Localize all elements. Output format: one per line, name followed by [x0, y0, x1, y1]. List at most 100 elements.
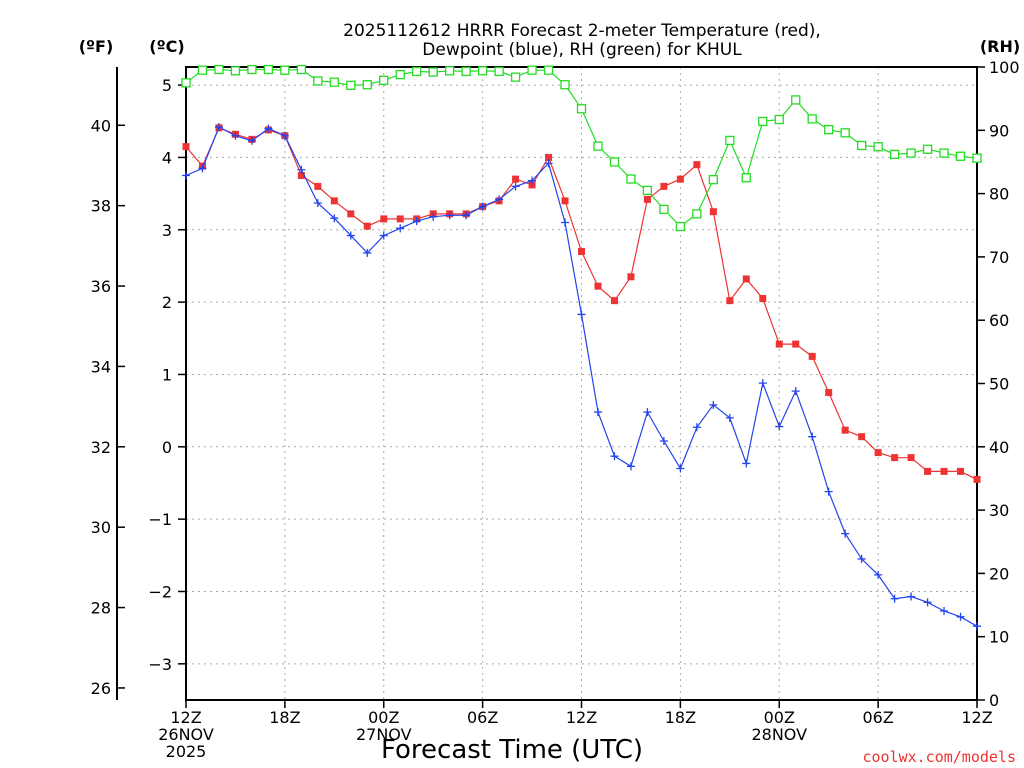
axis-ticks: −3−2−10123452628303234363840010203040506…	[91, 58, 1020, 761]
rh-point	[791, 95, 801, 105]
rh-point	[247, 64, 257, 75]
dewpoint-point	[692, 423, 701, 432]
rh-point	[461, 66, 471, 77]
rh-point	[609, 157, 620, 167]
temperature-point	[759, 294, 767, 302]
temperature-point	[775, 340, 783, 348]
dewpoint-point	[973, 622, 981, 631]
rh-point	[889, 149, 900, 160]
dewpoint-point	[824, 487, 833, 496]
dewpoint-point	[544, 159, 553, 168]
rh-point	[527, 65, 537, 75]
temperature-point	[693, 161, 701, 169]
celsius-tick-label: 3	[162, 221, 172, 240]
temperature-point	[957, 467, 965, 475]
rh-point	[774, 114, 784, 125]
dewpoint-point	[808, 432, 817, 441]
rh-point	[379, 75, 389, 85]
credit-text: coolwx.com/models	[862, 748, 1016, 766]
rh-point	[741, 173, 751, 183]
dewpoint-point	[791, 387, 800, 396]
temperature-point	[330, 197, 338, 205]
rh-tick-label: 10	[989, 628, 1009, 647]
dewpoint-point	[742, 459, 751, 468]
temperature-point	[528, 181, 536, 189]
dewpoint-point	[182, 171, 190, 180]
celsius-tick-label: 5	[162, 76, 172, 95]
grid-lines	[186, 67, 977, 700]
rh-point	[708, 175, 718, 185]
temperature-point	[825, 389, 833, 397]
temperature-point	[907, 454, 915, 462]
rh-point	[642, 185, 653, 196]
fahrenheit-tick-label: 36	[91, 277, 111, 296]
dewpoint-point	[429, 212, 438, 221]
rh-tick-label: 60	[989, 311, 1009, 330]
rh-tick-label: 20	[989, 564, 1009, 583]
dewpoint-point	[346, 231, 355, 240]
dewpoint-point	[214, 123, 223, 132]
dewpoint-point	[478, 202, 487, 211]
rh-point	[675, 221, 686, 232]
rh-point	[197, 65, 208, 75]
rh-point	[906, 148, 916, 158]
fahrenheit-tick-label: 28	[91, 599, 111, 618]
rh-tick-label: 30	[989, 501, 1009, 520]
rh-tick-label: 100	[989, 58, 1020, 77]
series-line-temperature	[185, 127, 978, 480]
rh-point	[329, 77, 339, 87]
rh-point	[494, 66, 504, 77]
dewpoint-point	[940, 607, 949, 616]
rh-point	[576, 104, 587, 114]
temperature-point	[726, 297, 734, 305]
dewpoint-point	[577, 310, 586, 319]
temperature-point	[808, 352, 816, 360]
temperature-point	[512, 175, 520, 183]
temperature-point	[973, 475, 981, 483]
rh-point	[346, 80, 356, 91]
chart-title-line1: 2025112612 HRRR Forecast 2-meter Tempera…	[343, 21, 821, 41]
dewpoint-point	[247, 136, 256, 145]
x-axis-label: Forecast Time (UTC)	[381, 735, 643, 765]
dewpoint-point	[462, 211, 471, 220]
rh-point	[214, 64, 224, 75]
series-line-dewpoint	[185, 126, 978, 627]
rh-point	[922, 144, 933, 154]
temperature-point	[841, 426, 849, 434]
rh-point	[939, 148, 949, 158]
rh-point	[263, 64, 274, 75]
dewpoint-point	[445, 211, 454, 220]
dewpoint-point	[396, 224, 405, 233]
dewpoint-point	[610, 452, 619, 461]
rh-point	[626, 174, 636, 184]
rh-point	[659, 204, 669, 215]
fahrenheit-tick-label: 38	[91, 197, 111, 216]
celsius-tick-label: 4	[162, 148, 172, 167]
x-tick-label: 12Z	[961, 708, 992, 727]
temperature-point	[940, 467, 948, 475]
temperature-point	[924, 467, 932, 475]
data-series	[181, 64, 982, 631]
rh-point	[972, 153, 982, 163]
dewpoint-point	[775, 422, 784, 431]
rh-point	[692, 209, 702, 219]
temperature-point	[610, 297, 618, 305]
x-tick-label: 18Z	[665, 708, 696, 727]
dewpoint-point	[495, 195, 504, 204]
dewpoint-point	[956, 612, 965, 621]
fahrenheit-tick-label: 32	[91, 438, 111, 457]
dewpoint-point	[841, 529, 850, 538]
rh-tick-label: 40	[989, 438, 1009, 457]
dewpoint-point	[313, 199, 322, 208]
temperature-point	[874, 449, 882, 457]
temperature-point	[891, 454, 899, 462]
celsius-tick-label: 0	[162, 438, 172, 457]
rh-point	[181, 78, 191, 88]
dewpoint-point	[198, 164, 207, 173]
celsius-tick-label: 1	[162, 365, 172, 384]
dewpoint-point	[363, 248, 372, 257]
rh-point	[807, 114, 817, 124]
x-tick-label: 18Z	[269, 708, 300, 727]
x-tick-label: 00Z	[764, 708, 795, 727]
rh-point	[412, 66, 422, 77]
